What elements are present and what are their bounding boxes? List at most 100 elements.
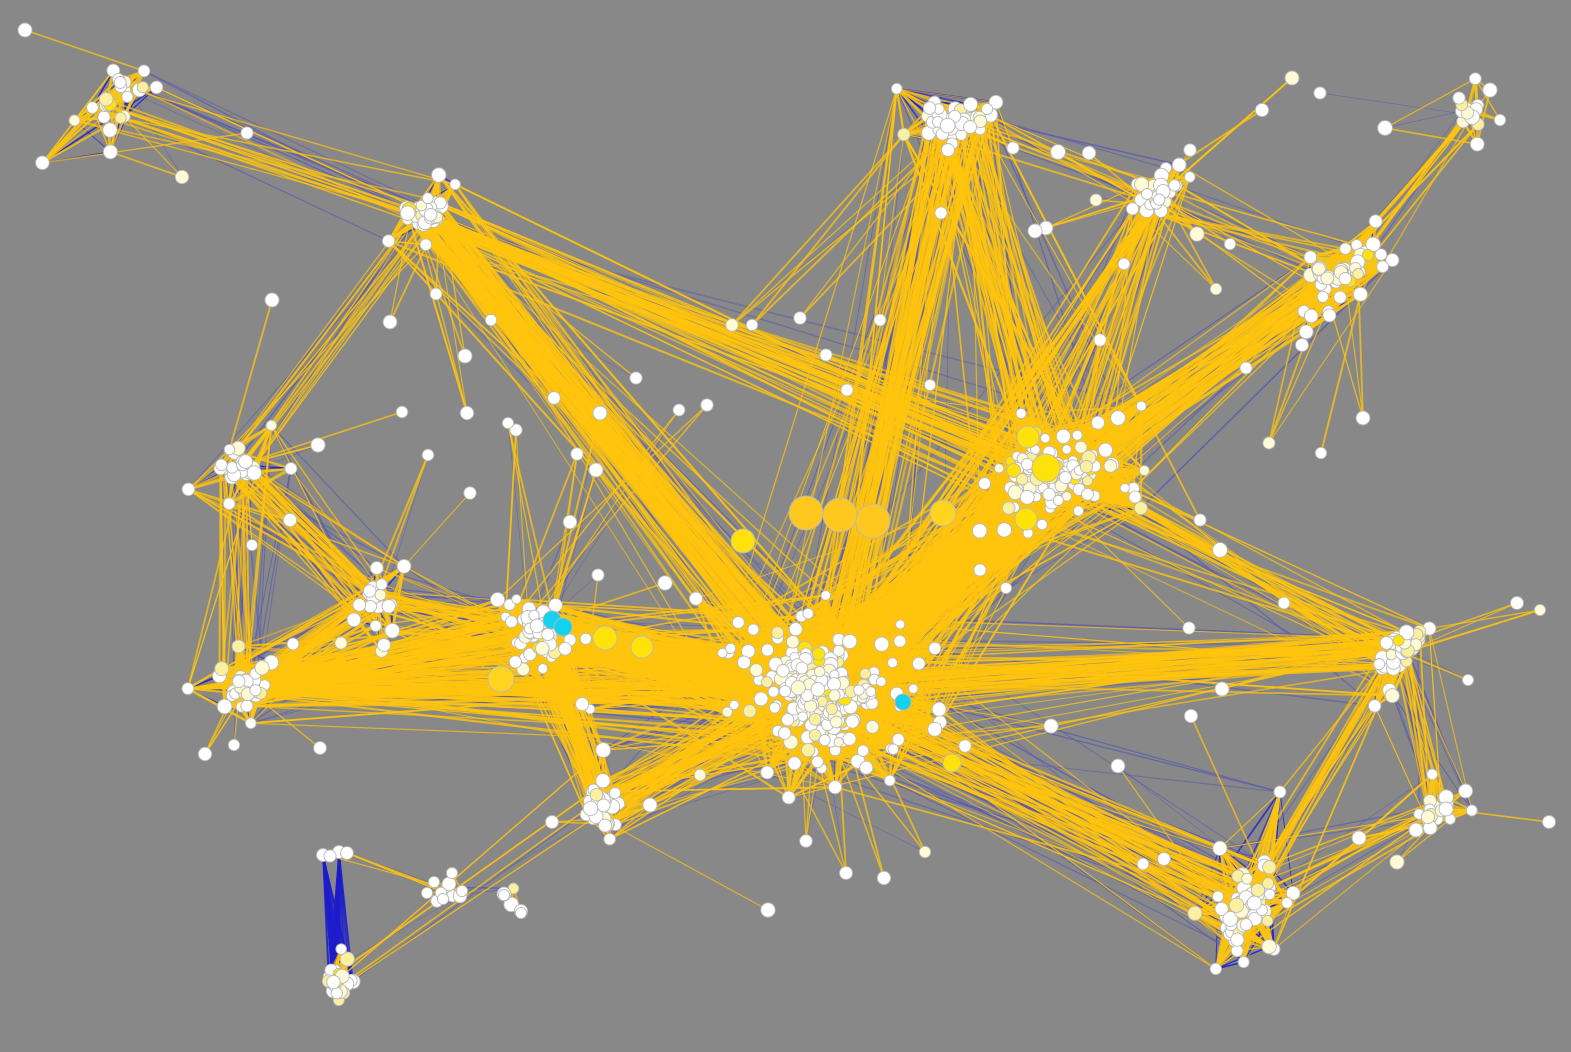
- graph-node[interactable]: [729, 699, 740, 711]
- graph-node[interactable]: [1368, 699, 1382, 713]
- graph-node[interactable]: [717, 647, 728, 659]
- graph-node[interactable]: [286, 637, 300, 651]
- graph-node[interactable]: [963, 120, 978, 134]
- graph-node[interactable]: [657, 575, 673, 591]
- graph-node-highlight[interactable]: [942, 753, 962, 773]
- graph-node[interactable]: [541, 627, 555, 642]
- graph-node[interactable]: [582, 800, 599, 817]
- graph-node[interactable]: [931, 701, 947, 717]
- graph-node[interactable]: [1098, 442, 1113, 458]
- graph-node[interactable]: [1284, 70, 1300, 86]
- graph-node[interactable]: [999, 581, 1013, 595]
- graph-node[interactable]: [1368, 214, 1383, 229]
- graph-node-highlight[interactable]: [630, 635, 654, 659]
- graph-node[interactable]: [1313, 86, 1327, 100]
- graph-node[interactable]: [1254, 102, 1270, 118]
- graph-node[interactable]: [1043, 718, 1059, 734]
- graph-node[interactable]: [1493, 113, 1507, 127]
- graph-node[interactable]: [1316, 290, 1329, 303]
- graph-node[interactable]: [688, 591, 704, 606]
- graph-node[interactable]: [1184, 171, 1196, 183]
- graph-node[interactable]: [1073, 505, 1084, 517]
- graph-node[interactable]: [1138, 465, 1150, 476]
- graph-node[interactable]: [579, 632, 592, 645]
- graph-node[interactable]: [1089, 193, 1103, 207]
- graph-node[interactable]: [374, 588, 387, 601]
- graph-node[interactable]: [114, 111, 127, 124]
- graph-node[interactable]: [786, 635, 800, 649]
- graph-node[interactable]: [214, 661, 230, 677]
- graph-node[interactable]: [1093, 333, 1107, 347]
- graph-node[interactable]: [249, 684, 262, 697]
- graph-node[interactable]: [1239, 361, 1253, 375]
- graph-node[interactable]: [1082, 475, 1094, 487]
- graph-node[interactable]: [934, 206, 948, 220]
- graph-node[interactable]: [98, 92, 114, 107]
- graph-node[interactable]: [819, 348, 833, 362]
- graph-node[interactable]: [721, 706, 733, 718]
- graph-node[interactable]: [264, 292, 280, 308]
- graph-node[interactable]: [1209, 962, 1222, 976]
- graph-node[interactable]: [742, 704, 757, 718]
- graph-node[interactable]: [842, 633, 858, 650]
- graph-node[interactable]: [922, 101, 937, 115]
- graph-node[interactable]: [1261, 914, 1274, 927]
- graph-node[interactable]: [1398, 624, 1415, 641]
- graph-node[interactable]: [893, 634, 907, 648]
- graph-node[interactable]: [1055, 428, 1071, 444]
- graph-node[interactable]: [918, 845, 932, 859]
- graph-node[interactable]: [1262, 436, 1276, 450]
- graph-node[interactable]: [1303, 250, 1318, 264]
- graph-node[interactable]: [771, 626, 785, 640]
- graph-node[interactable]: [1379, 636, 1394, 650]
- graph-node[interactable]: [421, 192, 434, 205]
- graph-node[interactable]: [788, 622, 803, 637]
- graph-node[interactable]: [1133, 501, 1148, 516]
- graph-node[interactable]: [17, 22, 33, 38]
- graph-node[interactable]: [1153, 193, 1166, 206]
- graph-node[interactable]: [761, 676, 773, 688]
- graph-node[interactable]: [1214, 681, 1230, 697]
- graph-node[interactable]: [1420, 809, 1435, 825]
- graph-node[interactable]: [1036, 518, 1048, 531]
- graph-node[interactable]: [1262, 860, 1277, 875]
- graph-node[interactable]: [801, 742, 816, 758]
- graph-node[interactable]: [828, 689, 841, 702]
- graph-node[interactable]: [381, 599, 396, 614]
- graph-node[interactable]: [1187, 905, 1203, 921]
- graph-node[interactable]: [445, 866, 459, 880]
- graph-node[interactable]: [215, 458, 228, 472]
- graph-node[interactable]: [375, 578, 388, 591]
- graph-node[interactable]: [382, 314, 398, 330]
- graph-node[interactable]: [86, 101, 99, 114]
- graph-node[interactable]: [972, 523, 988, 539]
- graph-node[interactable]: [811, 647, 826, 661]
- graph-node[interactable]: [113, 76, 127, 89]
- graph-node[interactable]: [1241, 872, 1254, 885]
- graph-node[interactable]: [346, 612, 362, 628]
- graph-node[interactable]: [222, 497, 236, 511]
- graph-node[interactable]: [227, 738, 241, 752]
- graph-node[interactable]: [1079, 459, 1094, 474]
- graph-node[interactable]: [845, 714, 860, 729]
- graph-node[interactable]: [1408, 822, 1424, 838]
- graph-node[interactable]: [865, 720, 880, 734]
- graph-node[interactable]: [1015, 407, 1027, 419]
- graph-node[interactable]: [908, 683, 919, 694]
- graph-node[interactable]: [873, 313, 887, 327]
- graph-node[interactable]: [1061, 444, 1072, 455]
- node-layer[interactable]: [17, 22, 1556, 1007]
- graph-node[interactable]: [1458, 783, 1474, 799]
- graph-node[interactable]: [529, 618, 545, 634]
- graph-node[interactable]: [449, 178, 461, 191]
- graph-node[interactable]: [811, 755, 824, 769]
- graph-node[interactable]: [1376, 260, 1389, 274]
- graph-node[interactable]: [941, 143, 955, 157]
- graph-node[interactable]: [1074, 440, 1088, 454]
- graph-node[interactable]: [927, 721, 943, 737]
- graph-node[interactable]: [840, 383, 854, 397]
- graph-node[interactable]: [326, 974, 341, 990]
- graph-node[interactable]: [136, 81, 149, 94]
- graph-node-highlight[interactable]: [855, 503, 891, 539]
- graph-node-highlight[interactable]: [788, 495, 824, 531]
